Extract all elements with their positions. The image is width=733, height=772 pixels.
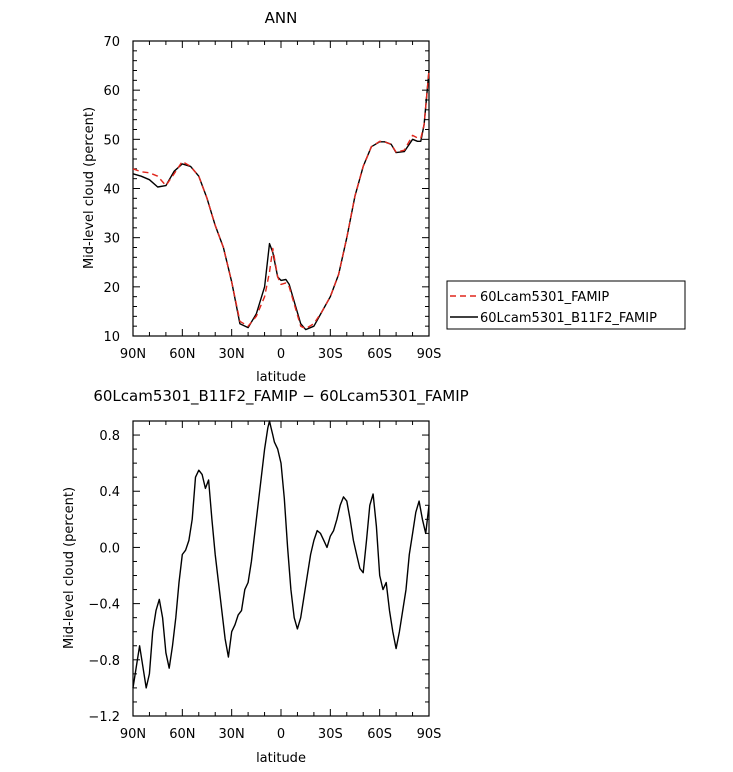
y-axis-label: Mid-level cloud (percent)	[62, 487, 77, 649]
y-tick-label: −0.4	[88, 598, 120, 613]
x-tick-label: 60N	[169, 727, 195, 742]
x-tick-label: 0	[277, 727, 285, 742]
x-axis-label: latitude	[256, 370, 306, 385]
series-lines	[132, 420, 430, 689]
x-tick-label: 90S	[417, 727, 442, 742]
legend-label-b11f2: 60Lcam5301_B11F2_FAMIP	[480, 311, 657, 326]
y-tick-label: 50	[103, 133, 120, 148]
y-tick-label: 0.4	[99, 485, 120, 500]
chart-title: ANN	[265, 9, 298, 27]
x-tick-label: 60N	[169, 347, 195, 362]
top-panel: ANN 90N 60N 30N 0 30S 60S 90S 10 20 30 40 50 60 70 la…	[82, 9, 686, 385]
difference-chart-title: 60Lcam5301_B11F2_FAMIP − 60Lcam5301_FAMI…	[93, 387, 468, 406]
x-tick-label: 60S	[367, 347, 392, 362]
x-tick-label: 30N	[219, 347, 245, 362]
plot-frame	[132, 40, 430, 337]
x-tick-label: 0	[277, 347, 285, 362]
y-tick-label: 70	[103, 35, 120, 50]
series-lines	[132, 70, 430, 331]
y-tick-label: 20	[103, 281, 120, 296]
y-tick-label: 0.0	[99, 541, 120, 556]
y-tick-label: 0.8	[99, 429, 120, 444]
y-tick-label: 30	[103, 232, 120, 247]
x-tick-label: 30N	[219, 727, 245, 742]
legend-box	[446, 280, 686, 330]
axis-ticks: 90N 60N 30N 0 30S 60S 90S −1.2 −0.8 −0.4 0.0 0.4 0.8	[88, 420, 442, 742]
y-tick-label: −0.8	[88, 654, 120, 669]
x-tick-label: 90S	[417, 347, 442, 362]
legend: 60Lcam5301_FAMIP 60Lcam5301_B11F2_FAMIP	[446, 280, 686, 330]
series-line-60lcam5301-famip	[132, 70, 430, 330]
x-tick-label: 90N	[120, 347, 146, 362]
y-tick-label: 60	[103, 84, 120, 99]
y-tick-label: 40	[103, 183, 120, 198]
y-axis-label: Mid-level cloud (percent)	[82, 107, 97, 269]
y-tick-label: −1.2	[88, 710, 120, 725]
x-tick-label: 30S	[318, 347, 343, 362]
series-line-difference	[132, 420, 430, 689]
x-tick-label: 60S	[367, 727, 392, 742]
y-tick-label: 10	[103, 330, 120, 345]
axis-ticks: 90N 60N 30N 0 30S 60S 90S 10 20 30 40 50 60 70	[103, 35, 441, 362]
bottom-panel: 60Lcam5301_B11F2_FAMIP − 60Lcam5301_FAMI…	[62, 387, 469, 766]
series-line-60lcam5301-b11f2-famip	[132, 70, 430, 331]
x-tick-label: 90N	[120, 727, 146, 742]
x-tick-label: 30S	[318, 727, 343, 742]
x-axis-label: latitude	[256, 751, 306, 766]
legend-label-famip: 60Lcam5301_FAMIP	[480, 290, 609, 305]
